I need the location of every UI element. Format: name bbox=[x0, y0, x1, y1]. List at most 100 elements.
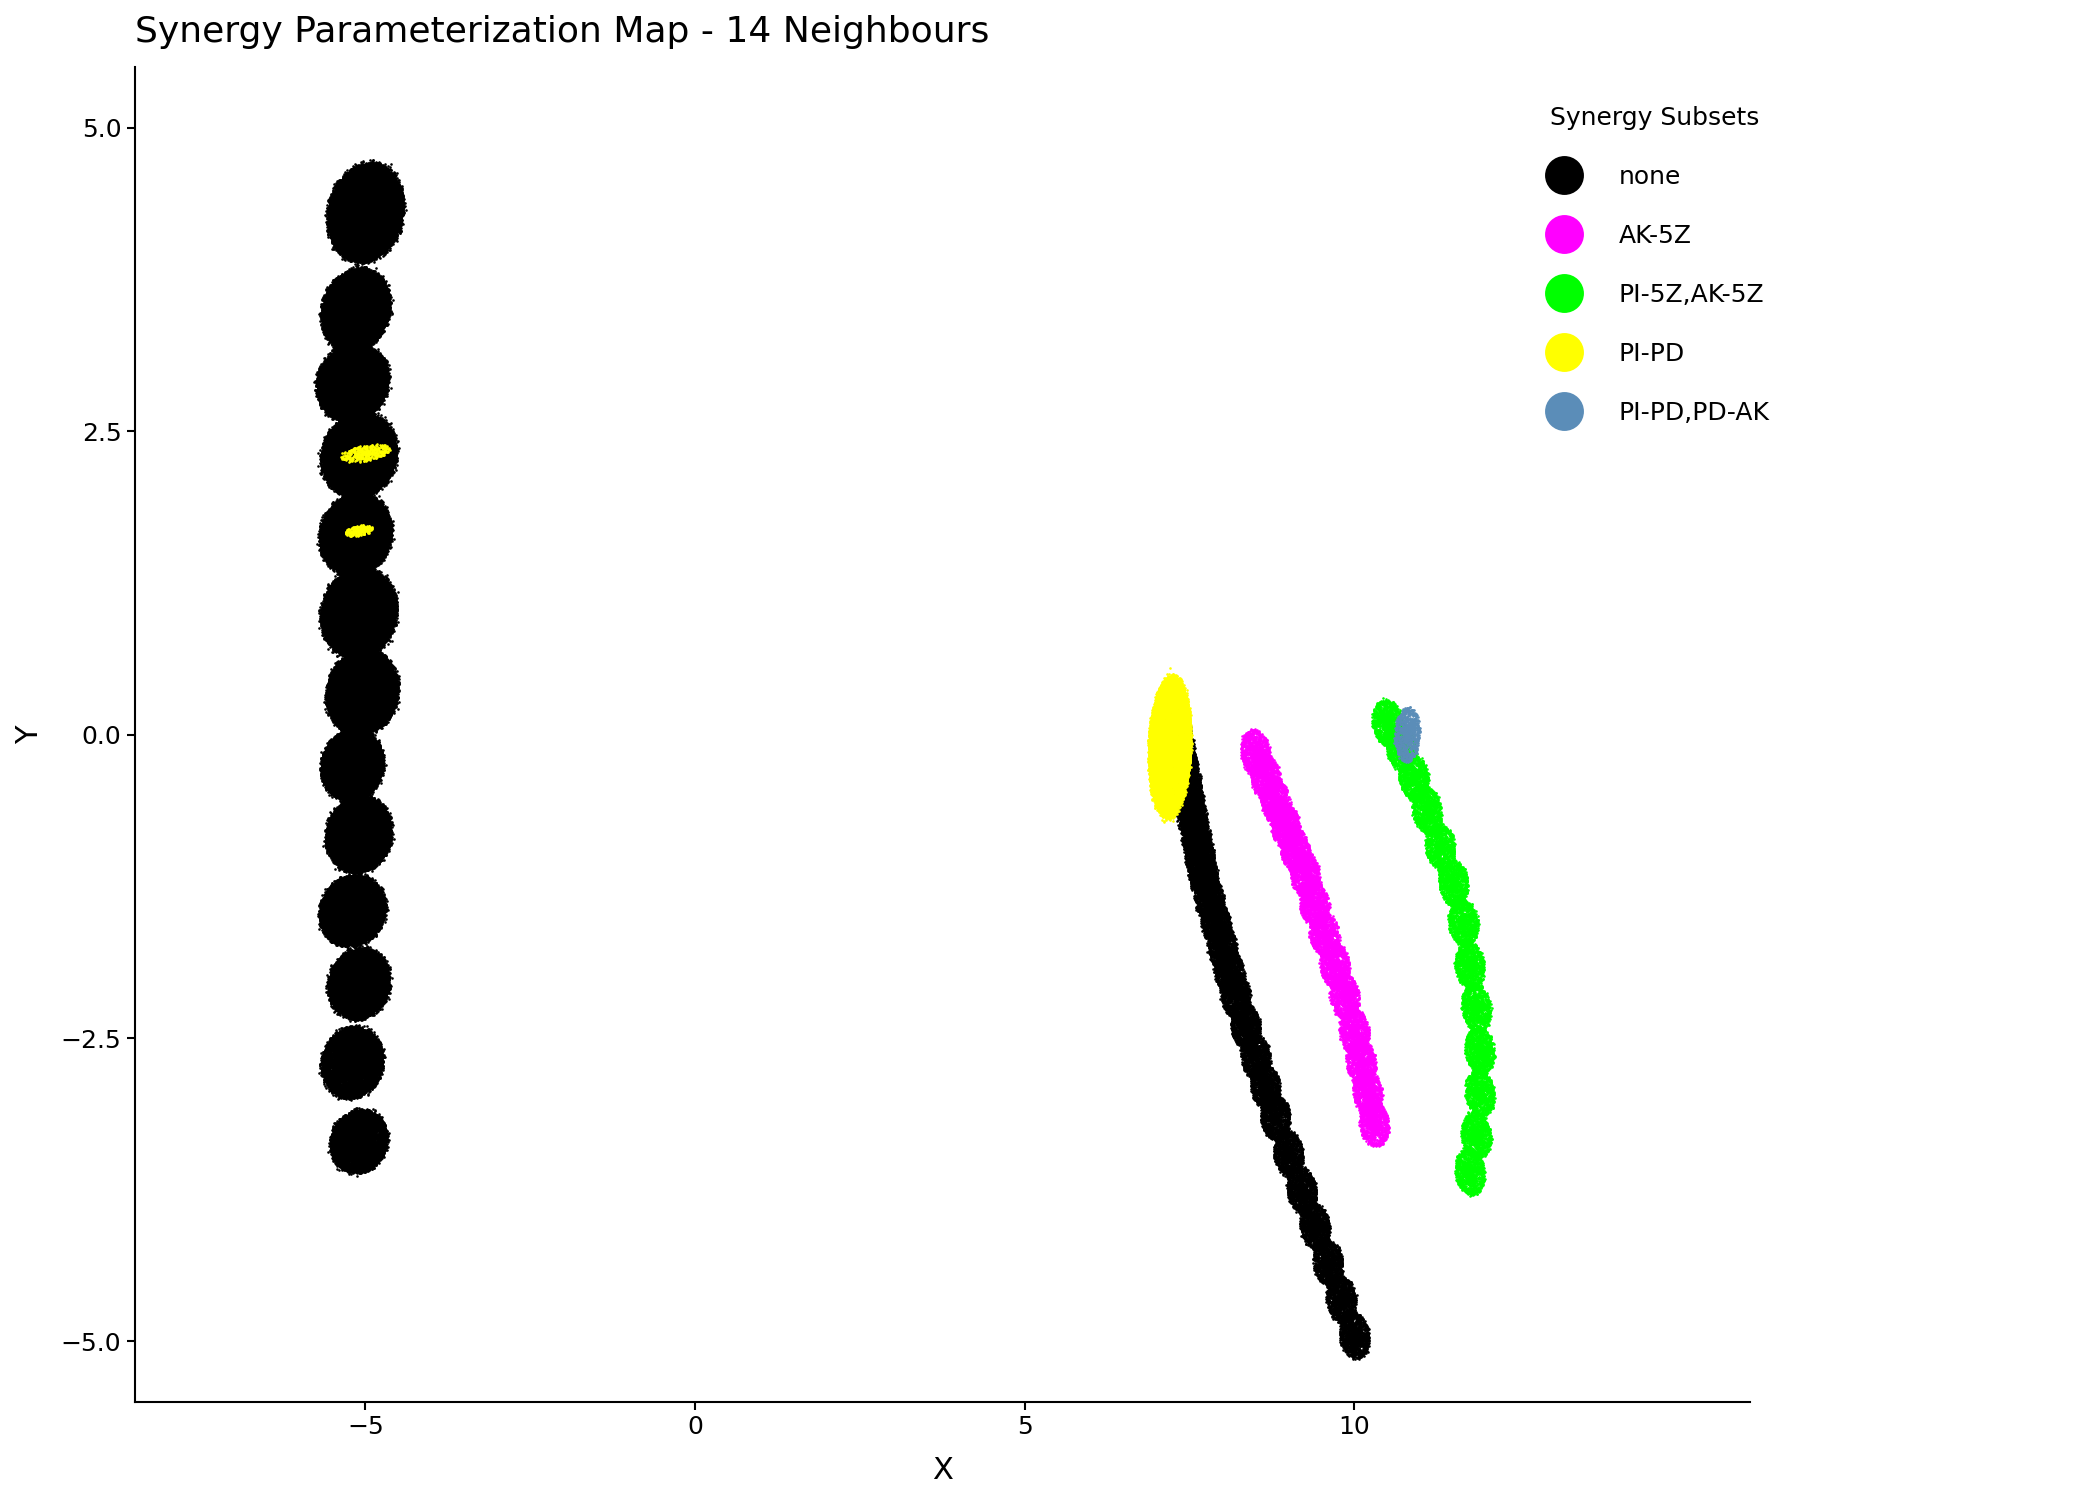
Point bbox=[311, 1064, 344, 1088]
Point bbox=[328, 692, 361, 715]
Point bbox=[355, 234, 388, 258]
Point bbox=[1134, 735, 1168, 759]
Point bbox=[1460, 948, 1493, 972]
Point bbox=[1455, 1106, 1489, 1130]
Point bbox=[1312, 1268, 1346, 1292]
Point bbox=[353, 627, 386, 651]
Point bbox=[1247, 753, 1281, 777]
Point bbox=[346, 195, 380, 219]
Point bbox=[309, 976, 342, 1000]
Point bbox=[338, 968, 372, 992]
Point bbox=[355, 327, 388, 351]
Point bbox=[1138, 704, 1172, 728]
Point bbox=[321, 908, 355, 932]
Point bbox=[344, 968, 378, 992]
Point bbox=[342, 444, 376, 468]
Point bbox=[326, 459, 359, 483]
Point bbox=[349, 910, 382, 934]
Point bbox=[330, 310, 363, 334]
Point bbox=[328, 315, 361, 339]
Point bbox=[361, 198, 395, 222]
Point bbox=[349, 592, 382, 616]
Point bbox=[1153, 676, 1186, 700]
Point bbox=[1178, 815, 1212, 839]
Point bbox=[332, 752, 365, 776]
Point bbox=[1340, 1323, 1373, 1347]
Point bbox=[328, 286, 361, 310]
Point bbox=[370, 596, 403, 619]
Point bbox=[326, 1026, 359, 1050]
Point bbox=[1153, 741, 1186, 765]
Point bbox=[1319, 928, 1352, 952]
Point bbox=[357, 561, 391, 585]
Point bbox=[1153, 672, 1186, 696]
Point bbox=[315, 290, 349, 314]
Point bbox=[1329, 1020, 1363, 1044]
Point bbox=[1182, 846, 1216, 870]
Point bbox=[1153, 735, 1186, 759]
Point bbox=[334, 789, 367, 813]
Point bbox=[1396, 735, 1430, 759]
Point bbox=[319, 513, 353, 537]
Point bbox=[330, 688, 363, 712]
Point bbox=[319, 1064, 353, 1088]
Point bbox=[328, 374, 361, 398]
Point bbox=[1193, 888, 1226, 912]
Point bbox=[321, 560, 355, 584]
Point bbox=[351, 626, 384, 650]
Point bbox=[330, 364, 363, 388]
Point bbox=[330, 376, 363, 400]
Point bbox=[1306, 922, 1340, 946]
Point bbox=[1176, 788, 1210, 812]
Point bbox=[1153, 722, 1186, 746]
Point bbox=[1273, 831, 1306, 855]
Point bbox=[1382, 722, 1415, 746]
Point bbox=[351, 380, 384, 404]
Point bbox=[361, 546, 395, 570]
Point bbox=[313, 981, 346, 1005]
Point bbox=[361, 591, 395, 615]
Point bbox=[338, 762, 372, 786]
Point bbox=[1142, 740, 1176, 764]
Point bbox=[323, 363, 357, 387]
Point bbox=[1354, 1100, 1388, 1124]
Point bbox=[315, 436, 349, 460]
Point bbox=[346, 430, 380, 454]
Point bbox=[340, 364, 374, 388]
Point bbox=[323, 267, 357, 291]
Point bbox=[349, 722, 382, 746]
Point bbox=[319, 334, 353, 358]
Point bbox=[1163, 738, 1197, 762]
Point bbox=[328, 648, 361, 672]
Point bbox=[351, 734, 384, 758]
Point bbox=[1346, 1320, 1380, 1344]
Point bbox=[365, 380, 399, 404]
Point bbox=[334, 792, 367, 816]
Point bbox=[351, 630, 384, 654]
Point bbox=[326, 446, 359, 470]
Point bbox=[326, 615, 359, 639]
Point bbox=[338, 1054, 372, 1078]
Point bbox=[344, 411, 378, 435]
Point bbox=[346, 388, 380, 412]
Point bbox=[330, 646, 363, 670]
Point bbox=[1336, 1332, 1369, 1356]
Point bbox=[1149, 729, 1182, 753]
Point bbox=[363, 501, 397, 525]
Point bbox=[349, 308, 382, 332]
Point bbox=[304, 537, 338, 561]
Point bbox=[1334, 978, 1367, 1002]
Point bbox=[1392, 754, 1426, 778]
Point bbox=[309, 378, 342, 402]
Point bbox=[355, 165, 388, 189]
Point bbox=[349, 207, 382, 231]
Point bbox=[353, 759, 386, 783]
Point bbox=[363, 211, 397, 236]
Point bbox=[311, 306, 344, 330]
Point bbox=[309, 596, 342, 619]
Point bbox=[1418, 806, 1451, 830]
Point bbox=[1212, 952, 1245, 976]
Point bbox=[374, 219, 407, 243]
Point bbox=[1140, 730, 1174, 754]
Point bbox=[355, 210, 388, 234]
